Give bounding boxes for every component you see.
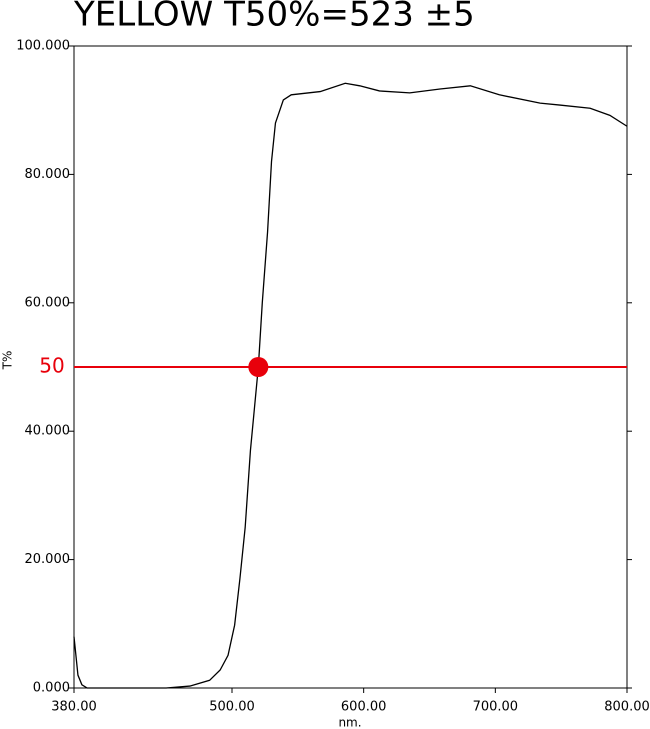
y-tick-label: 100.000 <box>16 39 70 54</box>
reference-label: 50 <box>39 354 64 378</box>
chart-title: YELLOW T50%=523 ±5 <box>73 0 475 35</box>
x-tick-label: 380.00 <box>51 700 97 715</box>
x-axis-label: nm. <box>338 716 361 729</box>
y-tick-label: 20.000 <box>25 552 71 567</box>
y-tick-label: 60.000 <box>25 295 71 310</box>
data-line <box>73 82 628 689</box>
y-tick-label: 0.000 <box>33 681 70 696</box>
x-tick-label: 700.00 <box>473 700 519 715</box>
x-tick-label: 500.00 <box>209 700 255 715</box>
y-axis-label: T% <box>1 351 15 371</box>
y-tick-label: 40.000 <box>25 424 71 439</box>
y-tick-label: 80.000 <box>25 167 71 182</box>
marker <box>248 357 269 377</box>
x-tick-label: 600.00 <box>341 700 387 715</box>
x-tick-label: 800.00 <box>604 700 650 715</box>
